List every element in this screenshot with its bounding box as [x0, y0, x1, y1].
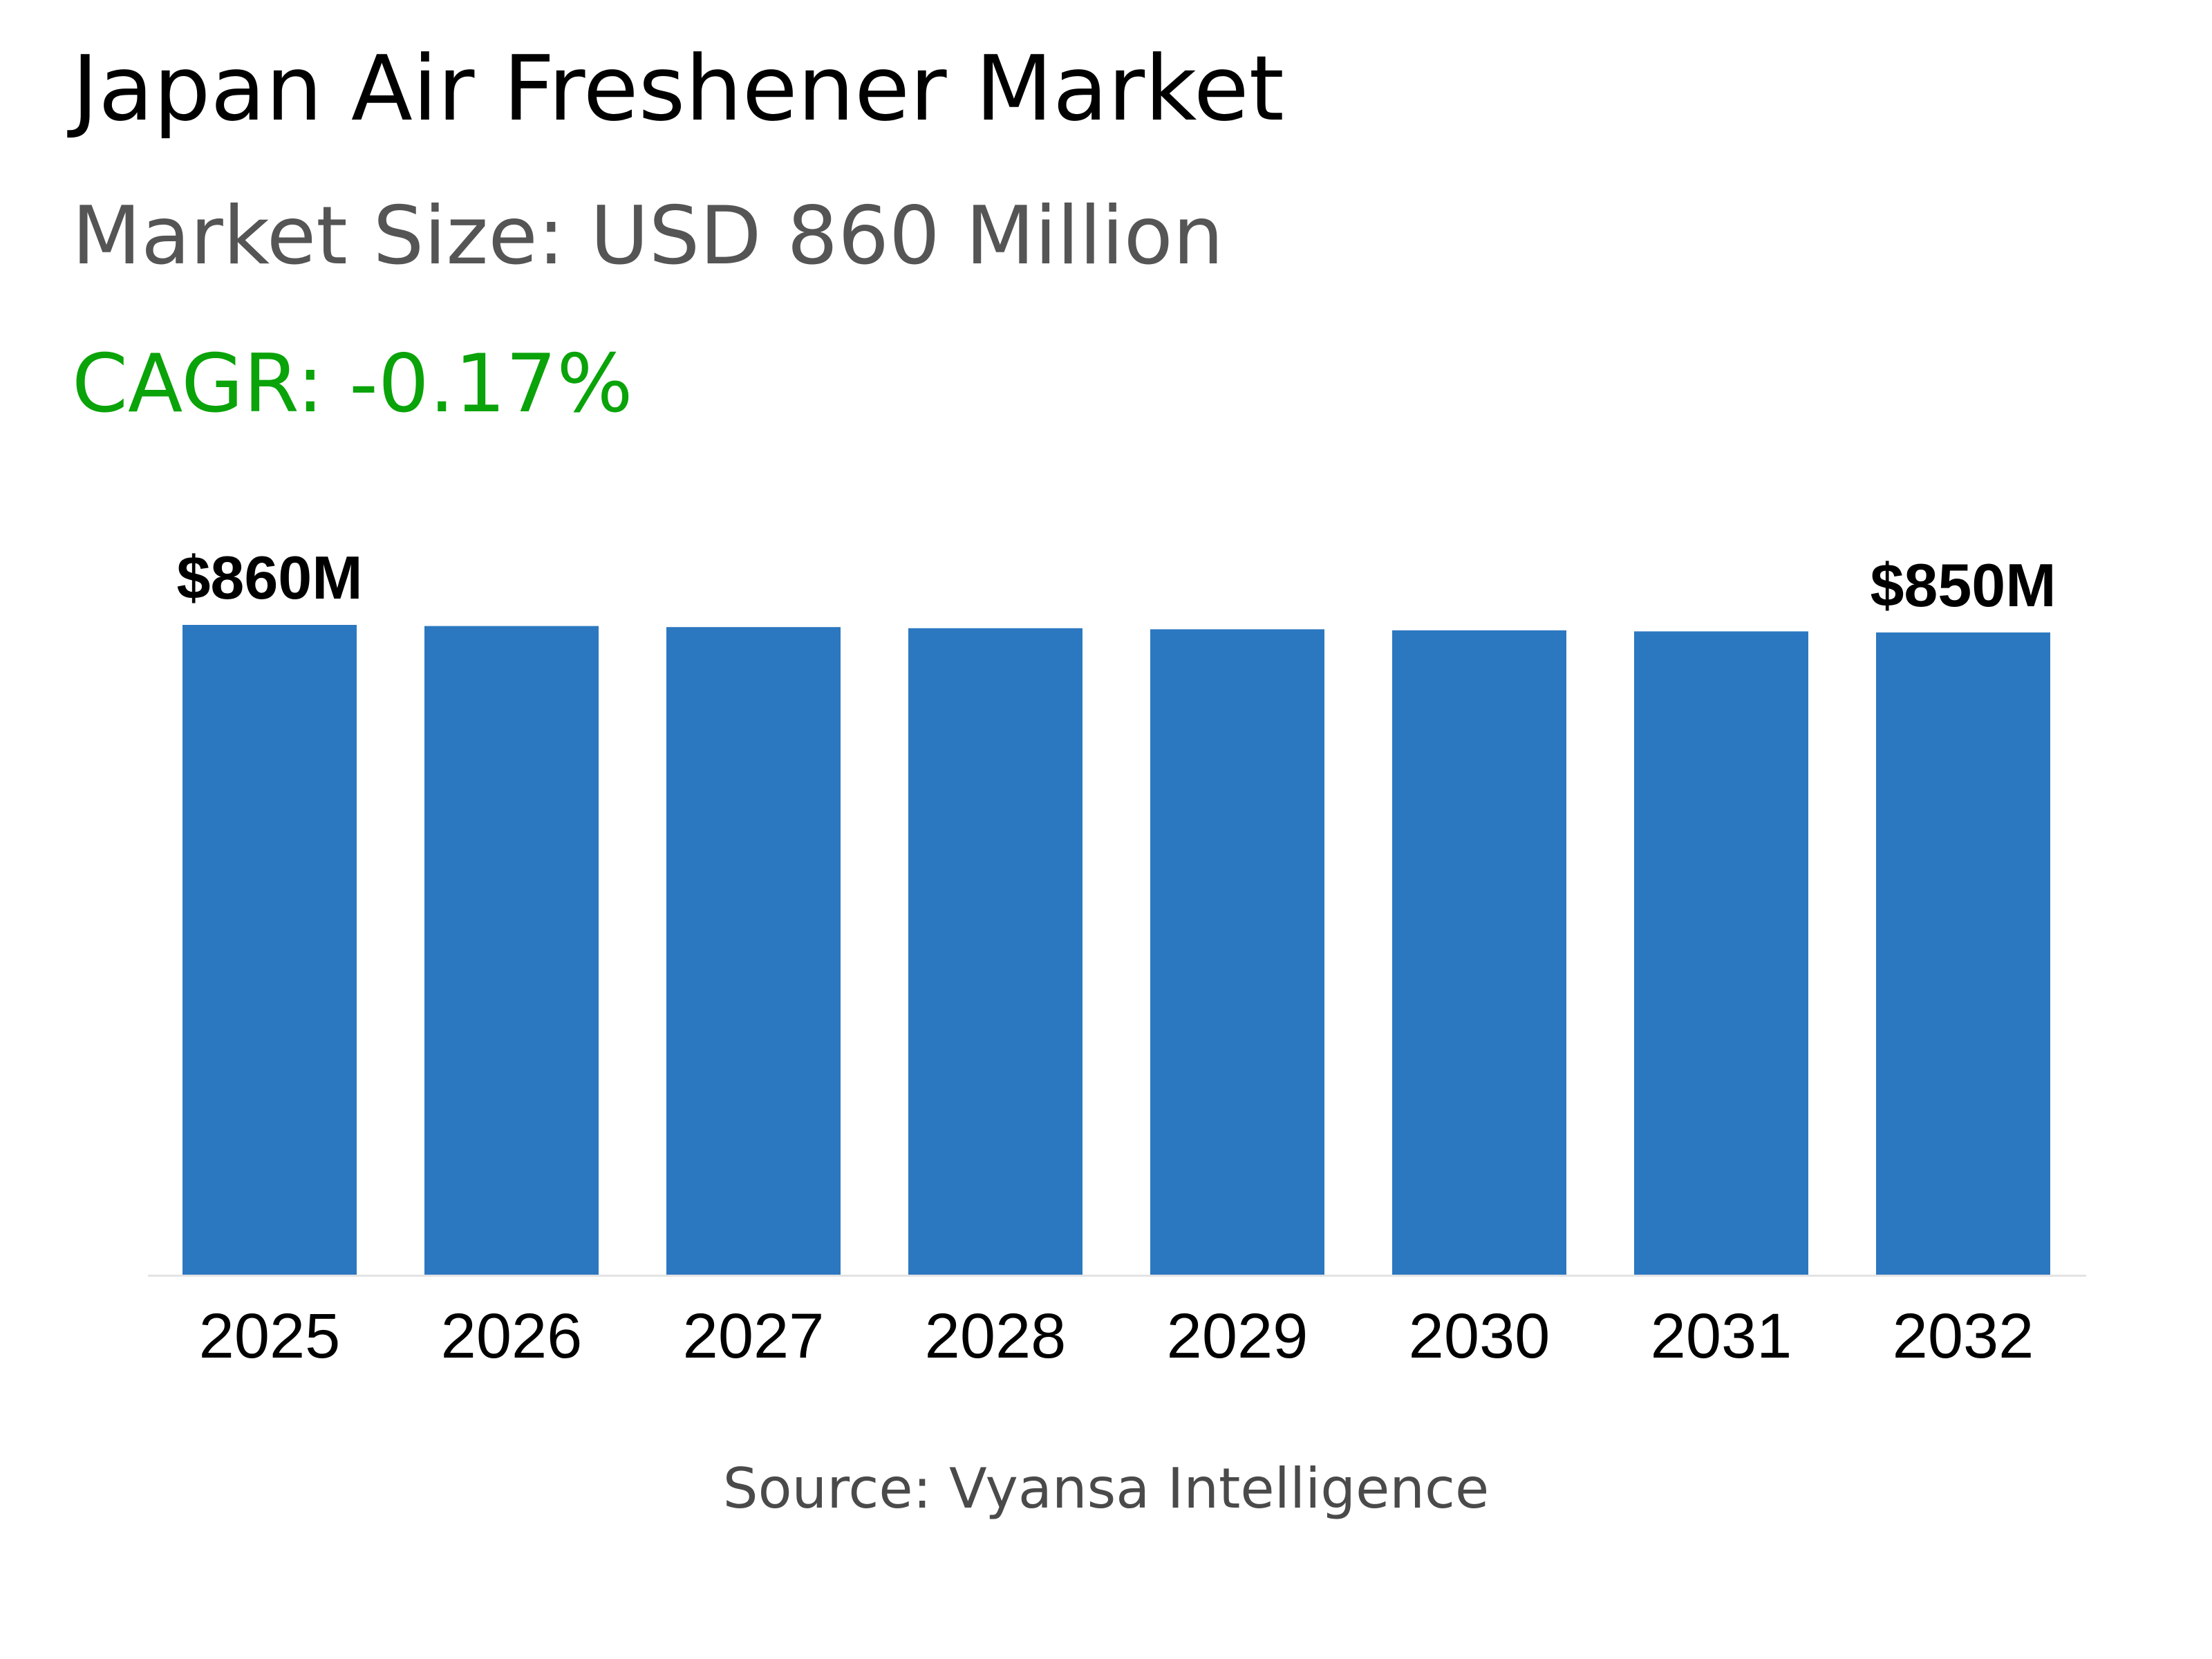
x-tick-label: 2028 — [925, 1301, 1067, 1371]
x-tick-label: 2026 — [441, 1301, 583, 1371]
bars-group — [182, 625, 2050, 1275]
bar-2031 — [1634, 631, 1808, 1275]
x-tick-label: 2030 — [1409, 1301, 1550, 1371]
data-label-2025: $860M — [176, 543, 362, 612]
x-tick-label: 2027 — [683, 1301, 825, 1371]
cagr-label: CAGR: -0.17% — [72, 337, 633, 431]
bar-2032 — [1876, 632, 2050, 1275]
x-tick-label: 2032 — [1893, 1301, 2034, 1371]
bar-2027 — [666, 627, 841, 1275]
chart-title: Japan Air Freshener Market — [72, 36, 1284, 141]
x-tick-labels: 2025 2026 2027 2028 2029 2030 2031 2032 — [199, 1301, 2034, 1371]
bar-2025 — [182, 625, 357, 1275]
x-tick-label: 2025 — [199, 1301, 341, 1371]
source-note: Source: Vyansa Intelligence — [722, 1456, 1490, 1521]
data-label-2032: $850M — [1870, 551, 2056, 619]
x-tick-label: 2031 — [1651, 1301, 1792, 1371]
bar-2028 — [908, 628, 1082, 1275]
bar-2029 — [1150, 629, 1324, 1275]
x-tick-label: 2029 — [1167, 1301, 1309, 1371]
bar-2026 — [424, 626, 599, 1275]
market-size-subtitle: Market Size: USD 860 Million — [72, 189, 1224, 283]
data-labels: $860M $850M — [176, 543, 2056, 619]
bar-2030 — [1392, 630, 1566, 1275]
